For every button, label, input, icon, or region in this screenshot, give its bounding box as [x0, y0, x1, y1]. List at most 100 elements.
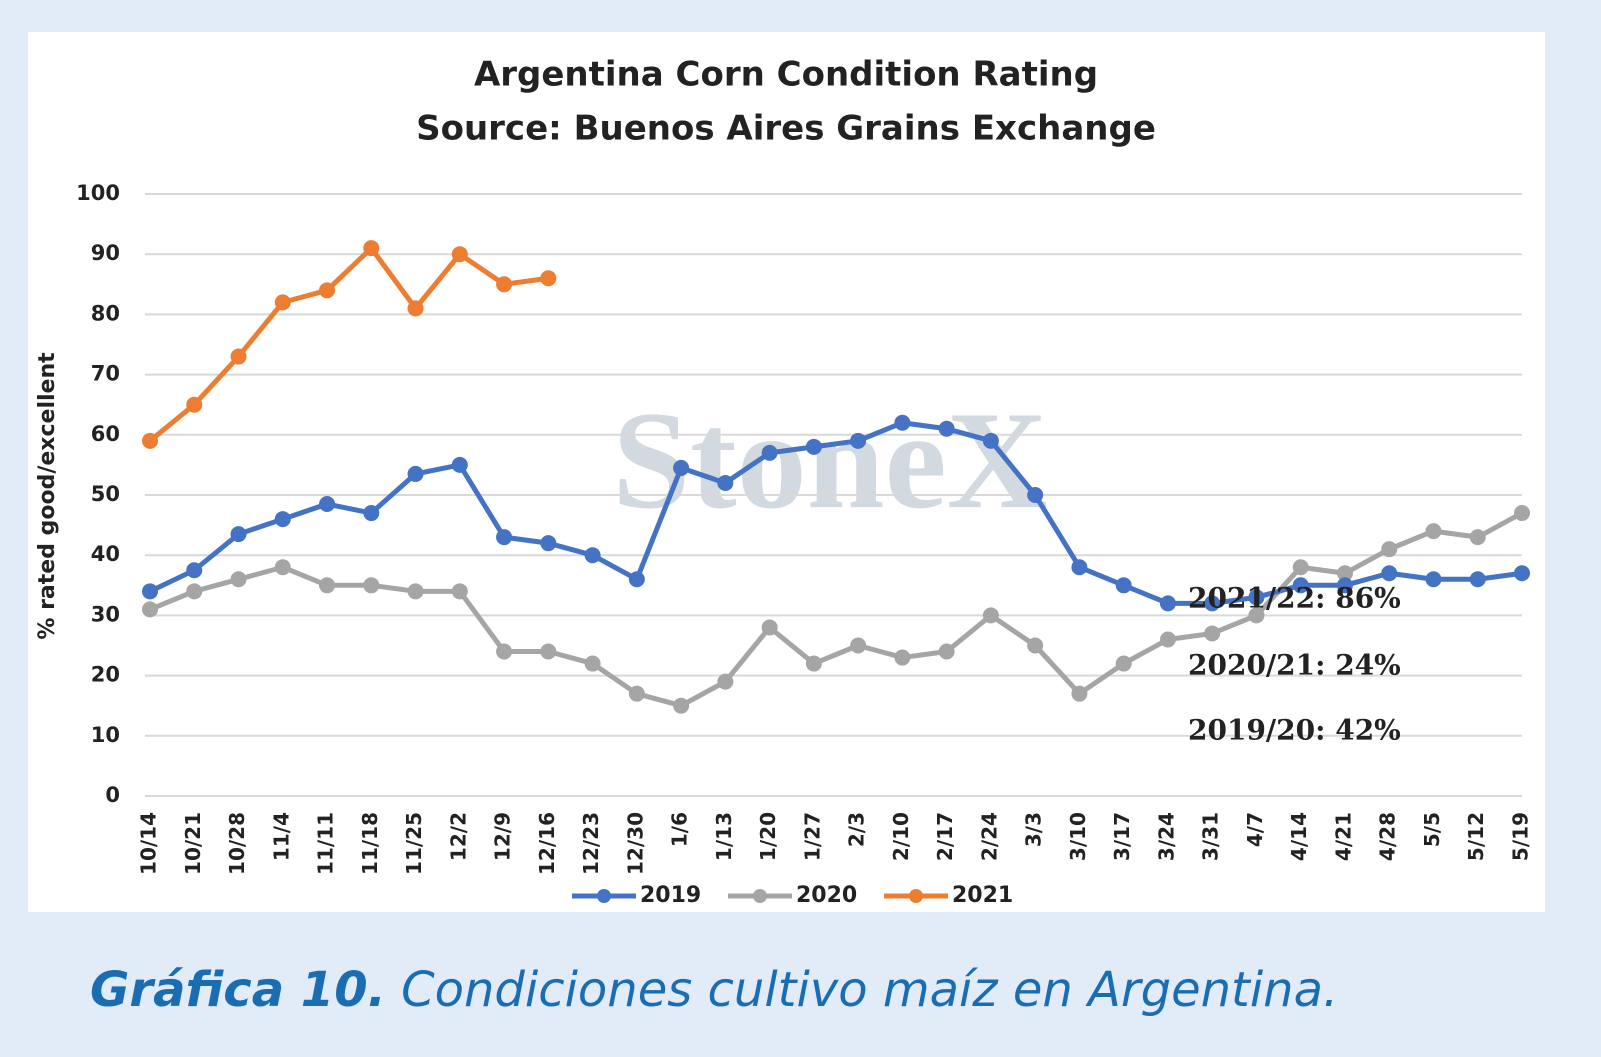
series-point	[274, 511, 291, 528]
series-point	[230, 526, 247, 543]
series-point	[1381, 565, 1398, 582]
series-point	[1159, 631, 1176, 648]
x-tick-label: 10/28	[225, 812, 249, 875]
caption: Gráfica 10. Condiciones cultivo maíz en …	[90, 962, 1338, 1018]
series-point	[982, 607, 999, 624]
legend-label: 2019	[640, 883, 701, 908]
series-point	[894, 649, 911, 666]
series-point	[1336, 577, 1353, 594]
series-point	[319, 282, 336, 299]
caption-label: Gráfica 10.	[90, 962, 386, 1018]
watermark: StoneX	[612, 383, 1048, 538]
series-point	[1425, 523, 1442, 540]
series-point	[1469, 529, 1486, 546]
annotation: 2020/21: 24%	[1188, 649, 1401, 682]
x-tick-label: 4/7	[1243, 812, 1267, 847]
series-point	[319, 577, 336, 594]
x-tick-label: 3/31	[1199, 812, 1223, 861]
series-point	[363, 577, 380, 594]
series-point	[142, 601, 158, 618]
x-tick-label: 3/17	[1110, 812, 1134, 861]
legend-marker	[597, 889, 611, 903]
series-line	[148, 245, 549, 443]
series-point	[186, 396, 203, 413]
x-tick-label: 10/14	[137, 812, 161, 875]
series-point	[717, 474, 734, 491]
series-point	[407, 300, 424, 317]
series-point	[496, 529, 513, 546]
y-tick-label: 90	[91, 241, 120, 265]
series-point	[407, 583, 424, 600]
chart-title: Argentina Corn Condition Rating	[474, 55, 1098, 95]
series-point	[1248, 607, 1265, 624]
y-axis-label: % rated good/excellent	[35, 352, 60, 640]
y-tick-label: 80	[91, 301, 120, 325]
x-tick-label: 1/20	[756, 812, 780, 861]
series-point	[1514, 505, 1530, 522]
series-point	[274, 559, 291, 576]
y-tick-label: 70	[91, 362, 120, 386]
x-tick-label: 12/16	[535, 812, 559, 875]
y-tick-label: 30	[91, 602, 120, 626]
series-point	[584, 547, 601, 564]
series-point	[1292, 559, 1309, 576]
x-tick-label: 12/23	[579, 812, 603, 875]
x-tick-label: 3/10	[1066, 812, 1090, 861]
series-point	[1514, 565, 1530, 582]
series-point	[1204, 625, 1221, 642]
y-tick-label: 100	[76, 181, 120, 205]
y-tick-label: 10	[91, 723, 120, 747]
legend-marker	[909, 889, 923, 903]
series-point	[496, 276, 513, 293]
legend-label: 2021	[952, 883, 1013, 908]
series-point	[1248, 589, 1265, 606]
series-point	[805, 655, 822, 672]
series-point	[628, 571, 645, 588]
series-point	[982, 432, 999, 449]
series-point	[230, 571, 247, 588]
x-tick-label: 11/11	[314, 812, 338, 875]
series-point	[717, 673, 734, 690]
x-tick-label: 1/6	[668, 812, 692, 847]
series-point	[1336, 565, 1353, 582]
caption-text: Condiciones cultivo maíz en Argentina.	[401, 962, 1339, 1018]
x-tick-label: 1/27	[800, 812, 824, 861]
y-tick-label: 0	[105, 783, 120, 807]
series-point	[1115, 577, 1132, 594]
series-point	[363, 505, 380, 522]
legend-label: 2020	[796, 883, 857, 908]
series-point	[407, 465, 424, 482]
y-tick-label: 20	[91, 663, 120, 687]
series-point	[761, 619, 778, 636]
series-point	[142, 432, 158, 449]
series-point	[540, 643, 557, 660]
x-tick-label: 4/14	[1287, 812, 1311, 861]
series-point	[894, 414, 911, 431]
x-tick-label: 12/30	[623, 812, 647, 875]
series-point	[938, 420, 955, 437]
series-point	[319, 496, 336, 513]
x-tick-label: 10/21	[181, 812, 205, 875]
series-point	[540, 270, 557, 287]
x-tick-label: 2/17	[933, 812, 957, 861]
series-point	[1204, 595, 1221, 612]
series-point	[363, 240, 380, 257]
series-point	[761, 444, 778, 461]
y-tick-label: 50	[91, 482, 120, 506]
x-tick-label: 11/25	[402, 812, 426, 875]
annotation: 2019/20: 42%	[1188, 714, 1401, 747]
x-tick-label: 5/12	[1464, 812, 1488, 861]
annotation: 2021/22: 86%	[1188, 582, 1401, 615]
series-point	[938, 643, 955, 660]
series-point	[451, 246, 468, 263]
series-point	[1115, 655, 1132, 672]
series-point	[673, 459, 690, 476]
series-point	[1071, 559, 1088, 576]
series-point	[1425, 571, 1442, 588]
series-point	[850, 432, 867, 449]
legend-marker	[753, 889, 767, 903]
x-tick-label: 11/4	[269, 812, 293, 861]
series-point	[186, 583, 203, 600]
x-tick-label: 3/24	[1154, 812, 1178, 861]
